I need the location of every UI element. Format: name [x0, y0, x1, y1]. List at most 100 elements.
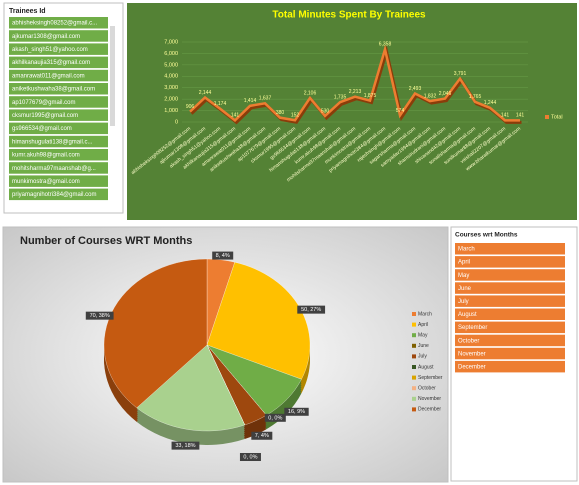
slicer-button[interactable]: [9, 135, 108, 148]
slicer-item: himanshugulati138@gmail.c...: [12, 139, 93, 145]
slicer-button[interactable]: [455, 347, 565, 360]
legend-label: March: [418, 311, 432, 317]
slicer-button[interactable]: [455, 243, 565, 255]
legend-label: November: [418, 396, 441, 402]
slicer-button[interactable]: [9, 162, 108, 174]
slicer-button[interactable]: [9, 96, 108, 108]
slicer-item: mohitsharma97maanshab@g...: [12, 166, 96, 172]
slicer-title: Trainees Id: [9, 8, 46, 15]
slicer-item: ap1077679@gmail.com: [12, 100, 75, 106]
slicer-item: December: [458, 364, 486, 370]
data-label-box: [297, 305, 326, 314]
legend-label: August: [418, 364, 434, 370]
data-label-box: [264, 413, 286, 422]
slicer-button[interactable]: [455, 282, 565, 294]
slicer-button[interactable]: [9, 30, 108, 42]
data-label: 70, 38%: [90, 313, 110, 319]
data-label: 3,791: [454, 71, 467, 77]
data-label: 530: [321, 108, 330, 114]
slicer-button[interactable]: [455, 334, 565, 347]
slicer-button[interactable]: [455, 269, 565, 281]
y-tick-label: 7,000: [164, 39, 178, 45]
data-label: 574: [396, 108, 405, 114]
data-label-box: [171, 441, 200, 450]
line-chart-area: [127, 3, 577, 220]
legend-swatch: [412, 365, 416, 369]
legend-label: December: [418, 407, 441, 413]
data-label: 141: [516, 113, 525, 119]
data-label: 16, 9%: [288, 409, 305, 415]
slicer-button[interactable]: [455, 256, 565, 268]
slicer-item: aniketkushwaha38@gmail.com: [12, 87, 95, 93]
data-label: 1,832: [424, 93, 437, 99]
data-label: 2,213: [349, 89, 362, 95]
slicer-item: cksmur1995@gmail.com: [12, 113, 78, 119]
slicer-item: March: [458, 247, 475, 253]
slicer-item: akash_singh51@yahoo.com: [12, 47, 88, 53]
slicer-button[interactable]: [9, 149, 108, 161]
data-label: 1,414: [244, 98, 257, 104]
slicer-item: amanrawat011@gmail.com: [12, 73, 85, 79]
slicer-button[interactable]: [455, 308, 565, 321]
data-label: 1,637: [259, 96, 272, 102]
slicer-button[interactable]: [9, 175, 108, 187]
slicer-item: June: [458, 286, 472, 292]
data-label: 2,493: [409, 86, 422, 92]
scrollbar: [110, 26, 115, 126]
legend-label: July: [418, 354, 427, 360]
slicer-item: April: [458, 260, 470, 266]
data-label: 906: [186, 104, 195, 110]
slicer-item: May: [458, 273, 469, 279]
legend-swatch: [412, 396, 416, 401]
legend-swatch: [412, 343, 416, 348]
slicer-item: kumr.akuh98@gmail.com: [12, 153, 80, 159]
legend-label: September: [418, 375, 443, 381]
slicer-button[interactable]: [9, 69, 108, 82]
data-label: 141: [501, 113, 510, 119]
data-label-box: [284, 407, 309, 416]
data-label: 7, 4%: [255, 433, 269, 439]
slicer-button[interactable]: [9, 122, 108, 135]
slicer-button[interactable]: [9, 83, 108, 95]
data-label: 8, 4%: [216, 253, 230, 259]
chart-title: Total Minutes Spent By Trainees: [272, 10, 426, 21]
slicer-item: gs966534@gmail.com: [12, 126, 72, 132]
slicer-title: Courses wrt Months: [455, 232, 518, 239]
slicer-button[interactable]: [9, 56, 108, 69]
slicer-button[interactable]: [9, 43, 108, 55]
data-label: 1,765: [469, 94, 482, 100]
line: [189, 44, 520, 123]
data-label-box: [85, 311, 114, 320]
slicer-item: October: [458, 338, 479, 344]
slicer-button[interactable]: [455, 295, 565, 307]
data-label: 2,144: [199, 90, 212, 96]
data-label: 1,735: [334, 94, 347, 100]
y-tick-label: 1,000: [164, 108, 178, 114]
legend-swatch: [412, 354, 416, 359]
slicer-button[interactable]: [9, 109, 108, 121]
legend-label: April: [418, 322, 428, 328]
slicer-button[interactable]: [455, 360, 565, 373]
slicer-button[interactable]: [455, 321, 565, 334]
slicer-item: July: [458, 299, 469, 305]
legend-swatch: [412, 407, 416, 412]
slicer-button[interactable]: [9, 17, 108, 29]
slicer-item: priyamagnihotri384@gmail.com: [12, 192, 96, 198]
chart-title: Number of Courses WRT Months: [20, 235, 192, 247]
data-label-box: [212, 251, 234, 260]
data-label: 33, 18%: [175, 443, 195, 449]
data-label: 152: [291, 113, 300, 119]
slicer-item: ajkumar1308@gmail.com: [12, 34, 80, 40]
slicer-item: akhilkanaujia315@gmail.com: [12, 60, 90, 66]
data-label-box: [251, 431, 273, 440]
legend-swatch: [412, 312, 416, 316]
y-tick-label: 3,000: [164, 85, 178, 91]
legend-swatch: [412, 322, 416, 327]
slicer-item: September: [458, 325, 487, 331]
data-label: 380: [276, 110, 285, 116]
slicer-button[interactable]: [9, 188, 108, 201]
legend-swatch: [412, 386, 416, 391]
data-label: 2,106: [304, 90, 317, 96]
